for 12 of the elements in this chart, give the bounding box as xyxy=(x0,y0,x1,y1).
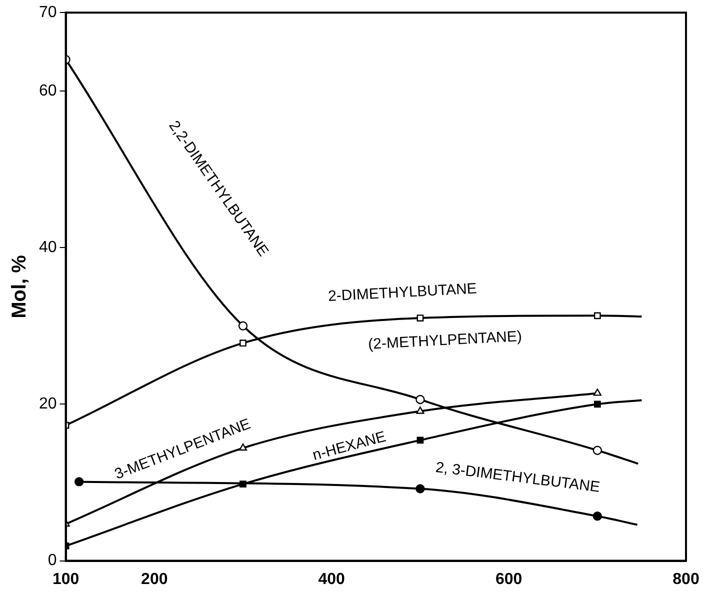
y-tick-label: 20 xyxy=(39,396,57,413)
y-tick-label: 60 xyxy=(39,82,57,100)
y-tick-label: 0 xyxy=(48,552,57,570)
x-tick-label: 200 xyxy=(141,570,168,588)
x-tick-label: 600 xyxy=(495,570,522,588)
text: 2-DIMETHYLBUTANE (2-METHYLPENTANE) xyxy=(328,280,522,353)
x-tick-label: 400 xyxy=(318,570,346,588)
y-axis-title: Mol, % xyxy=(8,254,31,318)
y-tick-label: 70 xyxy=(39,4,57,22)
y-tick-label: 40 xyxy=(39,238,57,256)
x-tick-label: 100 xyxy=(52,570,80,588)
x-tick-label: 800 xyxy=(672,570,700,588)
